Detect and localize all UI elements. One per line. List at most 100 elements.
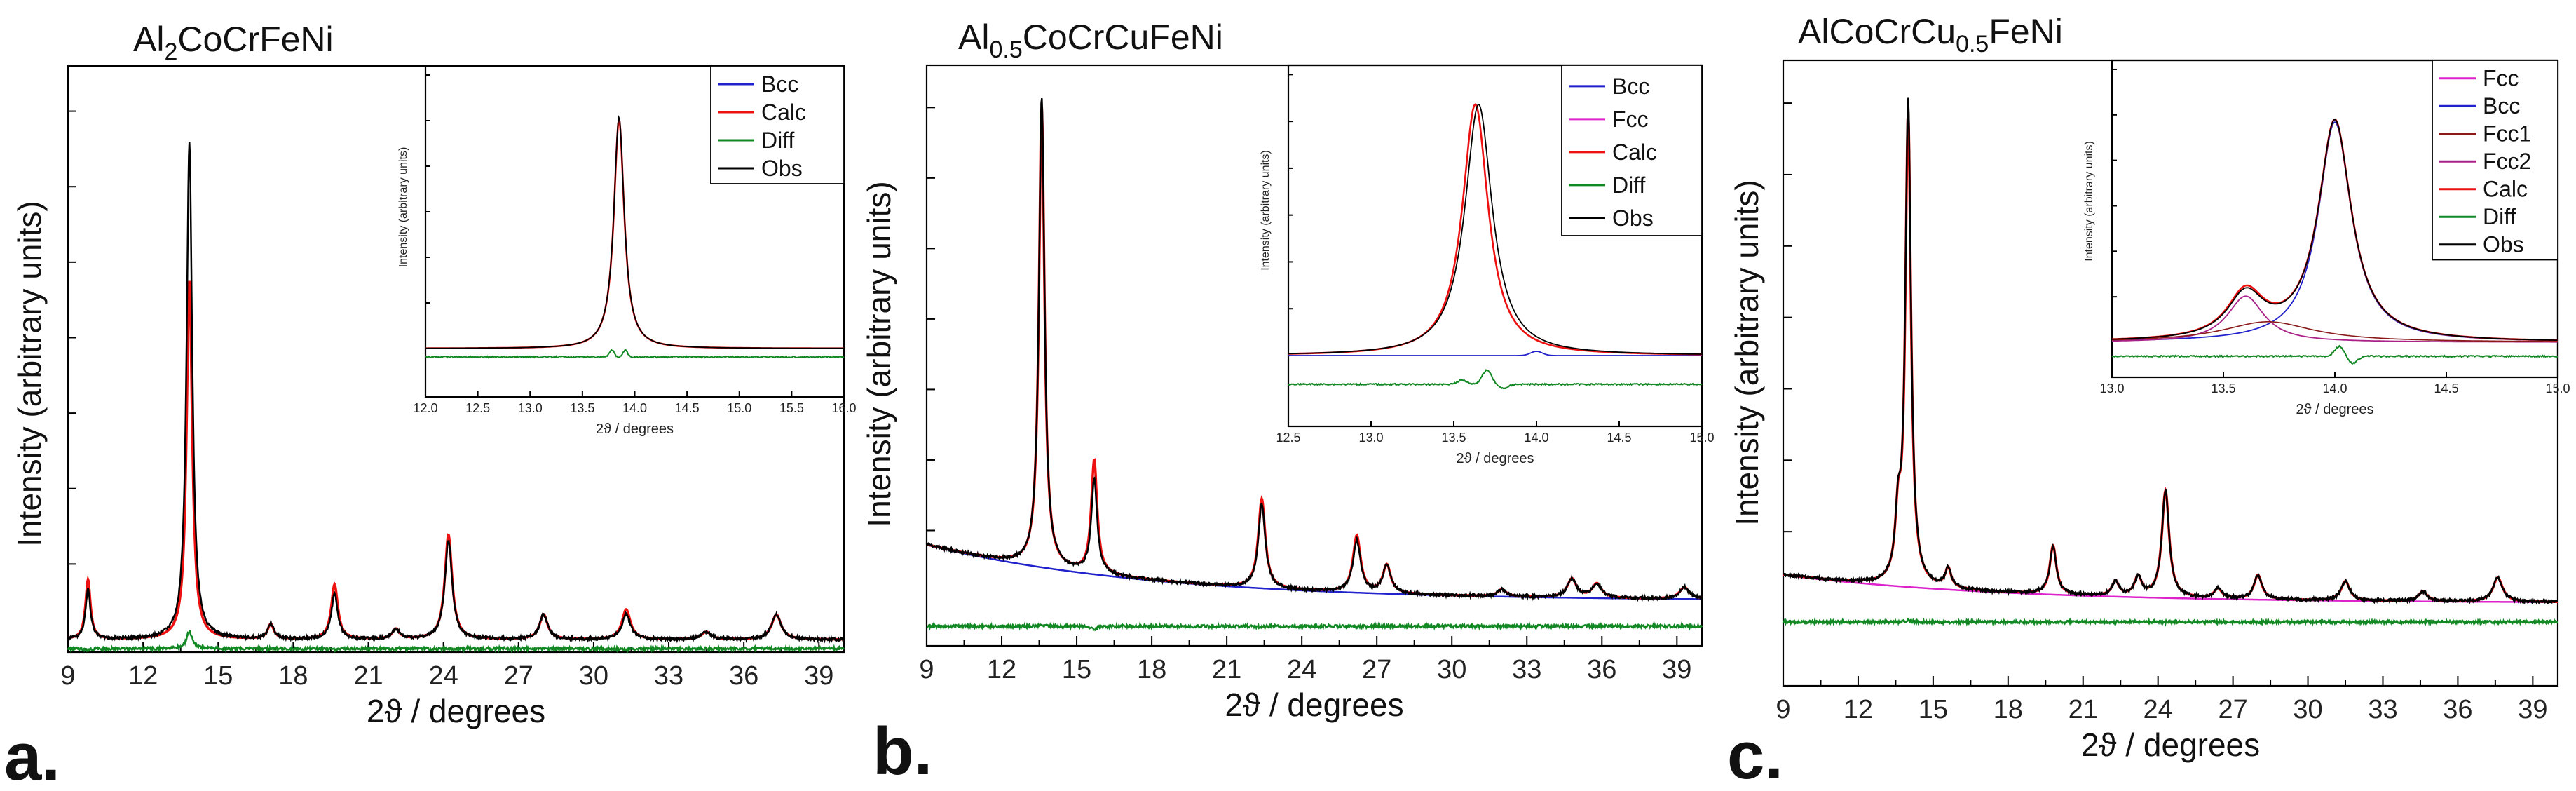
x-tick-label: 21 [1212, 655, 1241, 684]
panel-letter: c. [1727, 718, 1783, 791]
fcc-series-line [1783, 574, 2558, 603]
legend-label-bcc: Bcc [761, 72, 798, 97]
x-tick-label: 30 [579, 661, 608, 691]
obs-series-line [1783, 97, 2558, 606]
chart-title: AlCoCrCu0.5FeNi [1798, 12, 2063, 58]
legend-label-obs: Obs [1612, 205, 1654, 231]
x-tick-label: 39 [804, 661, 833, 691]
x-tick-label: 24 [1287, 655, 1316, 684]
legend-label-diff: Diff [2483, 204, 2516, 229]
title-part: Al [133, 20, 164, 59]
x-tick-label: 15 [1062, 655, 1091, 684]
inset-obs-line [2111, 119, 2558, 342]
inset-frame [1287, 64, 1703, 428]
inset-y-axis-label: Intensity (arbitrary units) [1260, 150, 1272, 271]
x-tick-label: 36 [1587, 655, 1616, 684]
legend-box [1561, 65, 1703, 236]
diff-series-line [926, 621, 1703, 632]
x-tick-label: 27 [2218, 695, 2247, 724]
x-tick-label: 33 [654, 661, 683, 691]
inset-x-tick-label: 15.0 [727, 401, 751, 415]
legend-label-obs: Obs [2483, 232, 2524, 257]
x-tick-label: 18 [278, 661, 308, 691]
inset-fcc2-line [2112, 295, 2558, 343]
x-tick-label: 9 [919, 655, 934, 684]
inset-diff-line [1288, 369, 1703, 390]
legend: Bcc Calc Diff Obs [710, 65, 845, 184]
inset-bcc-line [1288, 351, 1702, 356]
inset-x-tick-label: 13.0 [518, 401, 543, 415]
inset-x-axis-label: 2ϑ / degrees [2296, 402, 2373, 417]
y-axis-label: Intensity (arbitrary units) [11, 201, 48, 546]
title-subscript: 0.5 [989, 36, 1022, 63]
panel-0: 9 12 15 18 21 24 27 30 33 36 39 2ϑ / degrees Intensi… [4, 20, 857, 791]
inset-x-tick-label: 13.5 [570, 401, 594, 415]
x-tick-label: 24 [429, 661, 458, 691]
x-tick-label: 30 [1437, 655, 1466, 684]
diff-series-line [67, 630, 845, 654]
inset-x-tick-label: 13.0 [2099, 381, 2124, 396]
legend-label-fcc2: Fcc2 [2483, 149, 2531, 174]
inset-obs-line [1288, 103, 1702, 355]
legend-label-fcc: Fcc [2483, 66, 2519, 91]
title-part: AlCoCrCu [1798, 12, 1956, 51]
legend-box [710, 65, 845, 184]
x-tick-label: 12 [1844, 695, 1873, 724]
legend-label-calc: Calc [761, 100, 806, 125]
y-axis-label: Intensity (arbitrary units) [1729, 180, 1765, 525]
x-tick-label: 15 [1919, 695, 1948, 724]
legend-label-calc: Calc [1612, 140, 1657, 165]
x-tick-label: 36 [2443, 695, 2472, 724]
inset-x-tick-label: 13.0 [1358, 431, 1383, 445]
x-tick-label: 21 [353, 661, 383, 691]
inset-x-tick-label: 12.5 [1276, 431, 1300, 445]
inset-y-axis-label: Intensity (arbitrary units) [397, 147, 409, 268]
x-tick-label: 9 [60, 661, 75, 691]
inset-x-tick-label: 16.0 [831, 401, 856, 415]
chart-title: Al0.5CoCrCuFeNi [958, 18, 1223, 63]
x-tick-label: 39 [1662, 655, 1691, 684]
x-tick-label: 27 [504, 661, 533, 691]
inset-x-tick-label: 15.5 [779, 401, 804, 415]
legend-box [2432, 60, 2558, 261]
x-tick-label: 15 [203, 661, 233, 691]
inset-diff-line [425, 348, 845, 359]
x-axis-label: 2ϑ / degrees [2081, 726, 2260, 763]
panel-1: 9 12 15 18 21 24 27 30 33 36 39 2ϑ / degrees Intensi… [861, 18, 1715, 789]
inset-x-tick-label: 15.0 [2545, 381, 2570, 396]
inset-x-tick-label: 13.5 [1441, 431, 1466, 445]
x-axis-label: 2ϑ / degrees [1225, 687, 1403, 723]
title-part: FeNi [1989, 12, 2063, 51]
panel-2: 9 12 15 18 21 24 27 30 33 36 39 2ϑ / degrees Intensi… [1727, 12, 2570, 791]
inset-diff-line [2111, 344, 2558, 365]
x-tick-label: 21 [2069, 695, 2098, 724]
obs-series-line [67, 142, 845, 644]
diff-series-line [1783, 617, 2559, 627]
legend-label-bcc: Bcc [2483, 93, 2520, 119]
obs-series-line [925, 98, 1703, 603]
y-axis-label: Intensity (arbitrary units) [861, 181, 897, 527]
panel-letter: a. [4, 719, 60, 791]
panel-letter: b. [873, 714, 932, 789]
x-tick-label: 12 [128, 661, 158, 691]
inset-x-tick-label: 15.0 [1689, 431, 1714, 445]
legend-label-bcc: Bcc [1612, 74, 1649, 99]
chart-title: Al2CoCrFeNi [133, 20, 334, 65]
inset-0: 12.0 12.5 13.0 13.5 14.0 14.5 15.0 15.5 16.0 2ϑ /… [397, 65, 857, 437]
x-tick-label: 24 [2144, 695, 2173, 724]
inset-obs-line [425, 115, 844, 349]
inset-2: 13.0 13.5 14.0 14.5 15.0 2ϑ / degrees Intensit… [2083, 59, 2570, 417]
inset-x-tick-label: 14.0 [1524, 431, 1548, 445]
x-tick-label: 18 [1137, 655, 1166, 684]
inset-x-tick-label: 13.5 [2211, 381, 2235, 396]
title-part: CoCrFeNi [177, 20, 333, 59]
legend-label-fcc1: Fcc1 [2483, 121, 2531, 147]
title-subscript: 0.5 [1956, 31, 1989, 58]
inset-x-tick-label: 14.5 [675, 401, 700, 415]
x-tick-label: 33 [2368, 695, 2397, 724]
legend-label-fcc: Fcc [1612, 107, 1649, 132]
legend-label-calc: Calc [2483, 177, 2528, 202]
legend: Bcc Fcc Calc Diff Obs [1561, 65, 1703, 236]
